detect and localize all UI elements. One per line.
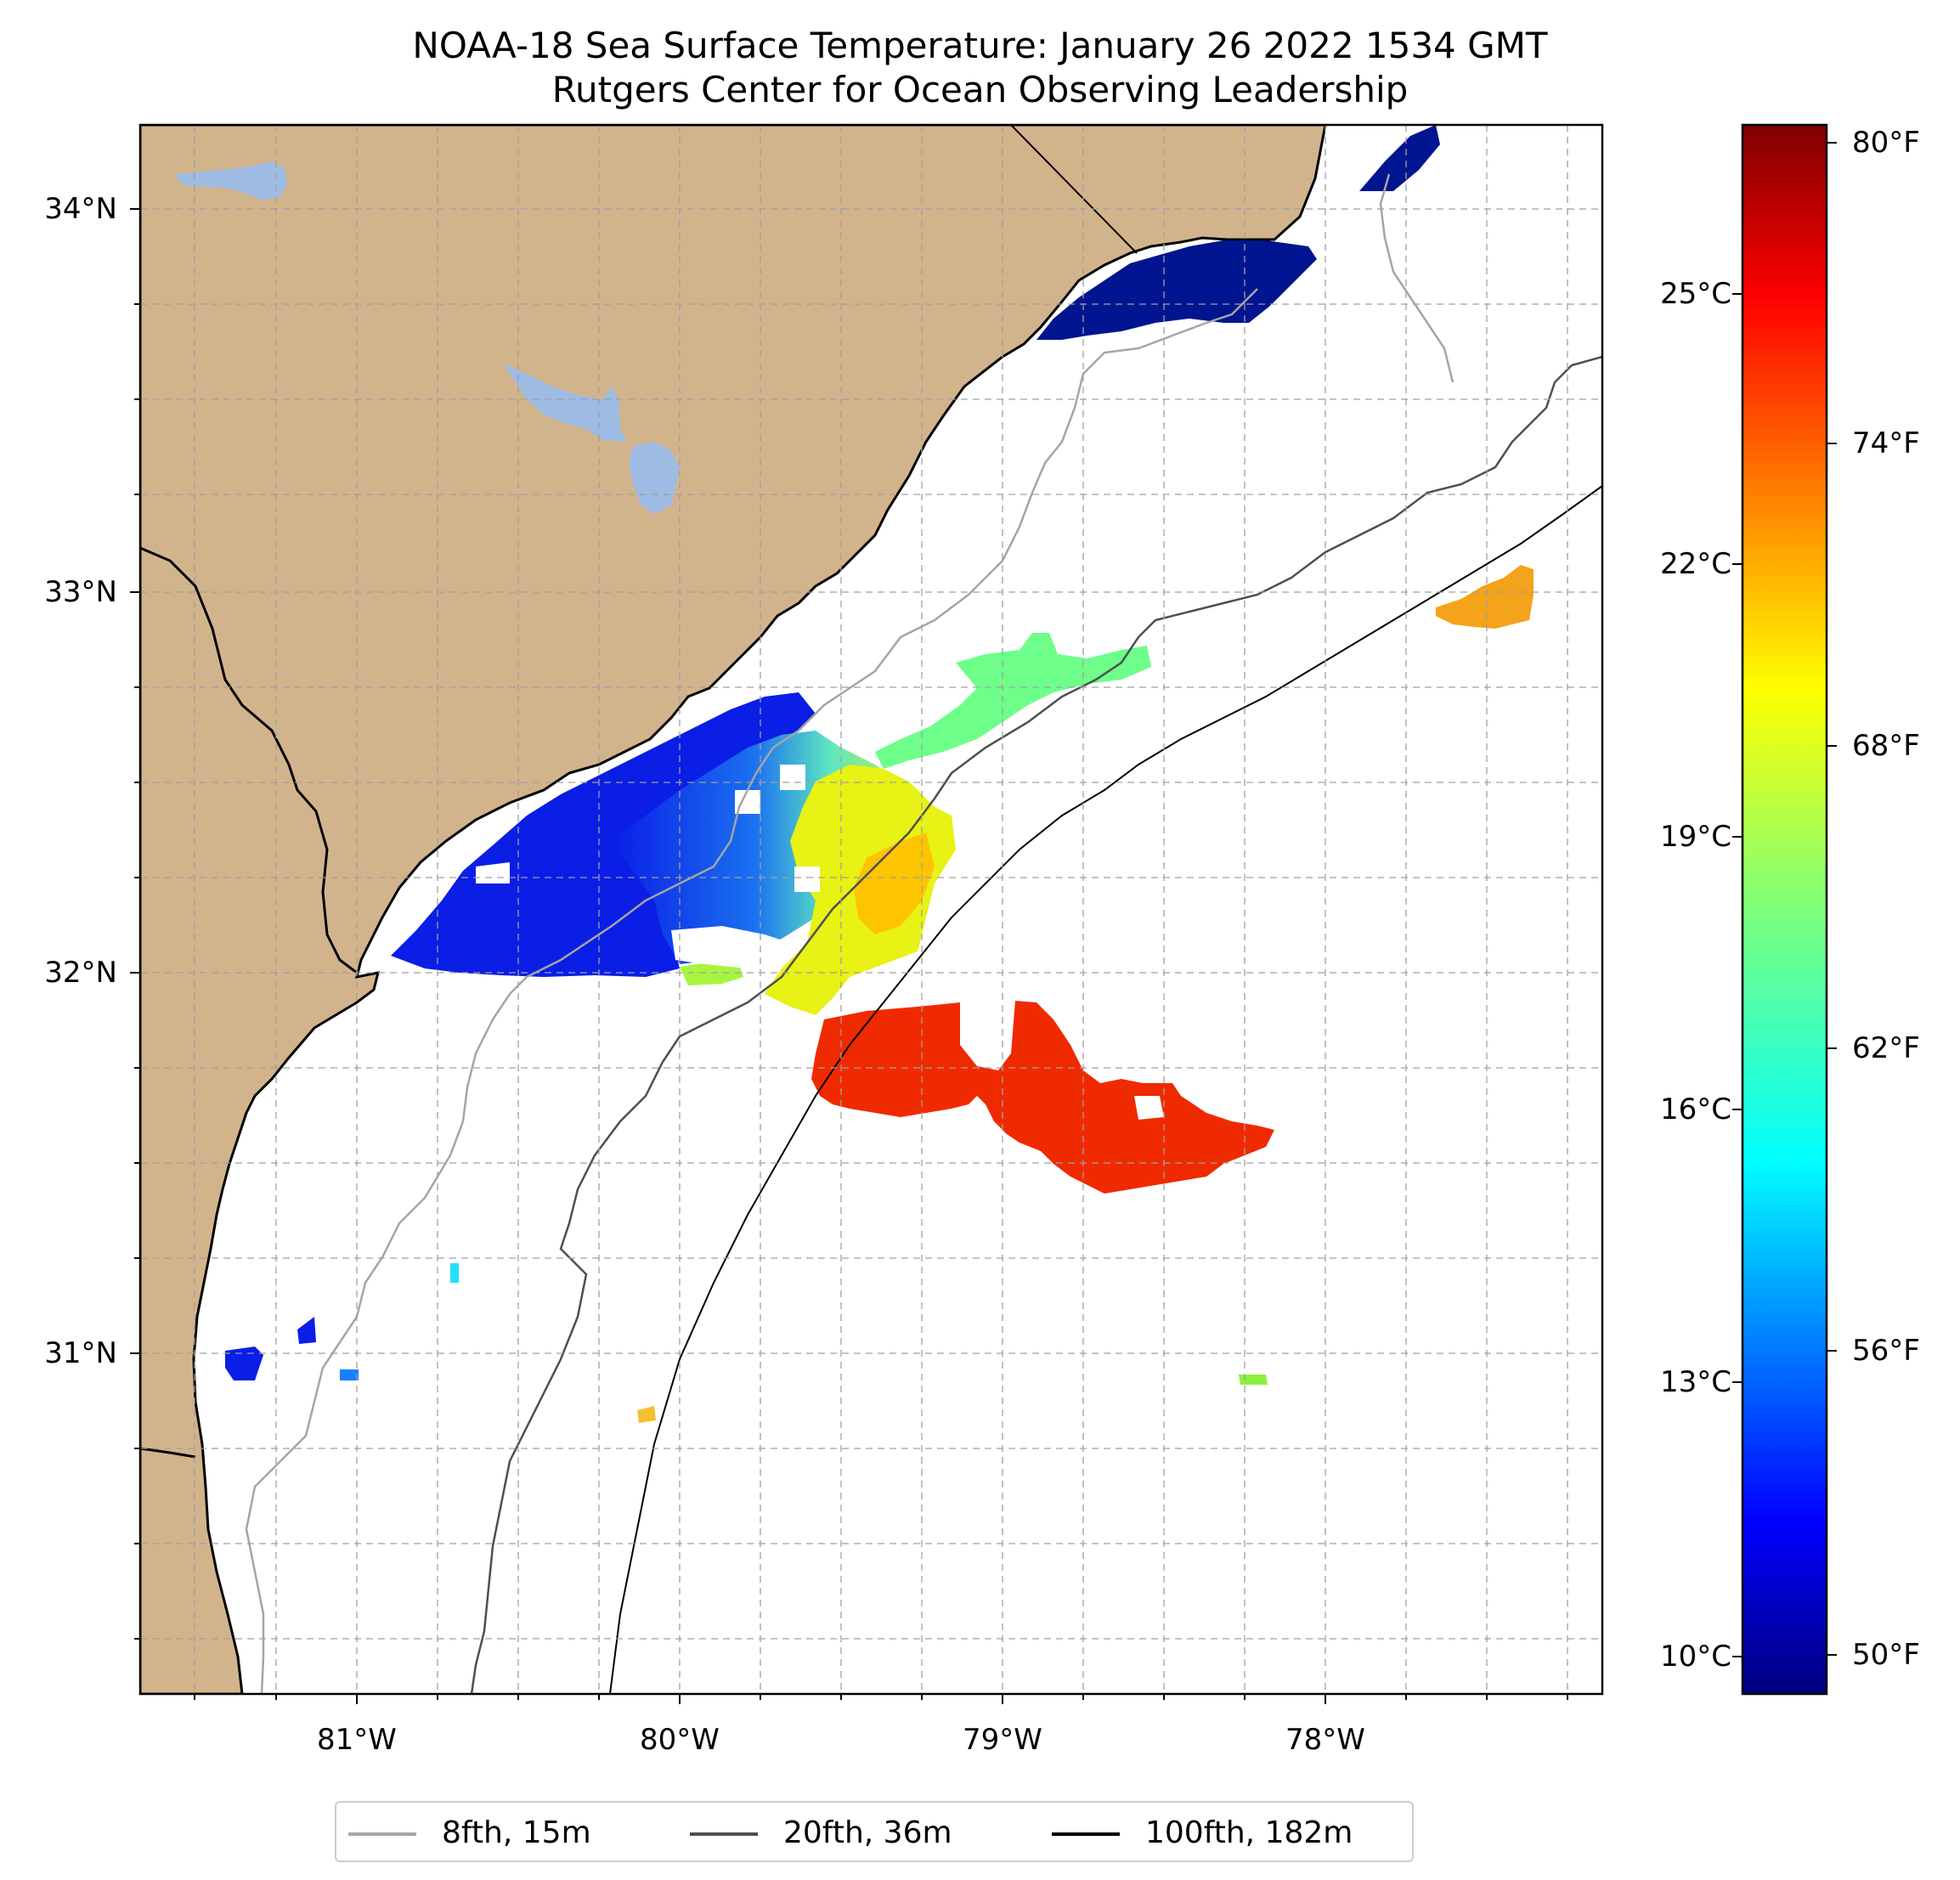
land [140,125,1327,1694]
state-border [1010,125,1138,254]
map-body [140,125,1602,1694]
sst-green-fringe [680,962,743,985]
lat-label-32n: 32°N [44,956,117,990]
cloud-hole-1 [735,790,760,814]
sst-small-blue-patch-b [297,1317,316,1344]
isobath-100fth [609,485,1602,1694]
colorbar-label-80f: 80°F [1852,126,1920,160]
colorbar-label-68f: 68°F [1852,729,1920,763]
colorbar-label-25c: 25°C [1659,277,1731,311]
cloud-hole-3 [794,867,820,892]
colorbar-label-74f: 74°F [1852,426,1920,460]
legend-label-20fth: 20fth, 36m [783,1815,952,1850]
map-frame [138,123,1604,1696]
colorbar-label-16c: 16°C [1659,1092,1731,1126]
isobath-8fth [245,173,1454,1694]
sst-green-band [875,633,1151,769]
sst-small-patch-c [340,1369,359,1380]
lat-ticks [130,208,140,1640]
colorbar-label-10c: 10°C [1659,1640,1731,1674]
lake-inland-a [503,364,627,442]
sst-north-cold-patch [1036,240,1317,340]
colorbar-label-50f: 50°F [1852,1638,1920,1672]
sst-small-patch-d [1239,1375,1268,1385]
sst-gulf-stream-warm-water [811,1001,1274,1194]
sst-small-patch-e [637,1406,656,1423]
sst-nearshore-cold-water [391,692,816,977]
cloud-hole-5 [1134,1096,1164,1120]
colorbar [1741,123,1828,1696]
sst-small-cyan-patch [450,1263,459,1283]
isobath-legend: 8fth, 15m 20fth, 36m 100fth, 182m [335,1801,1414,1862]
sst-north-cold-patch-top [1359,125,1440,191]
colorbar-label-22c: 22°C [1659,547,1731,581]
map-subtitle: Rutgers Center for Ocean Observing Leade… [551,69,1409,110]
legend-swatch-20fth [690,1832,758,1836]
lon-label-81w: 81°W [317,1723,397,1757]
lon-ticks [194,1694,1568,1704]
isobath-20fth [470,355,1602,1694]
colorbar-label-62f: 62°F [1852,1031,1920,1065]
legend-swatch-8fth [348,1832,416,1836]
colorbar-label-13c: 13°C [1659,1365,1731,1399]
savannah-river [140,546,358,974]
colorbar-label-56f: 56°F [1852,1334,1920,1368]
colorbar-ticks [1732,142,1837,1657]
sst-offshore-patch-east [1436,565,1534,629]
state-border-south [140,1447,196,1459]
cloud-hole-2 [780,765,805,790]
lake-marion-moultrie [174,161,287,200]
sst-yellow-orange-core [854,833,935,934]
lake-inland-b [629,442,680,514]
map-title: NOAA-18 Sea Surface Temperature: January… [412,25,1548,66]
lat-label-31n: 31°N [44,1336,117,1370]
sst-small-blue-patch-a [225,1346,263,1380]
lon-label-78w: 78°W [1285,1723,1365,1757]
legend-label-8fth: 8fth, 15m [442,1815,591,1850]
colorbar-label-19c: 19°C [1659,820,1731,854]
legend-swatch-100fth [1052,1832,1120,1836]
lon-label-80w: 80°W [640,1723,720,1757]
lat-label-33n: 33°N [44,575,117,609]
lat-label-34n: 34°N [44,192,117,226]
cloud-hole-6 [476,862,510,884]
lon-label-79w: 79°W [963,1723,1042,1757]
legend-label-100fth: 100fth, 182m [1145,1815,1353,1850]
gridlines [140,125,1602,1694]
